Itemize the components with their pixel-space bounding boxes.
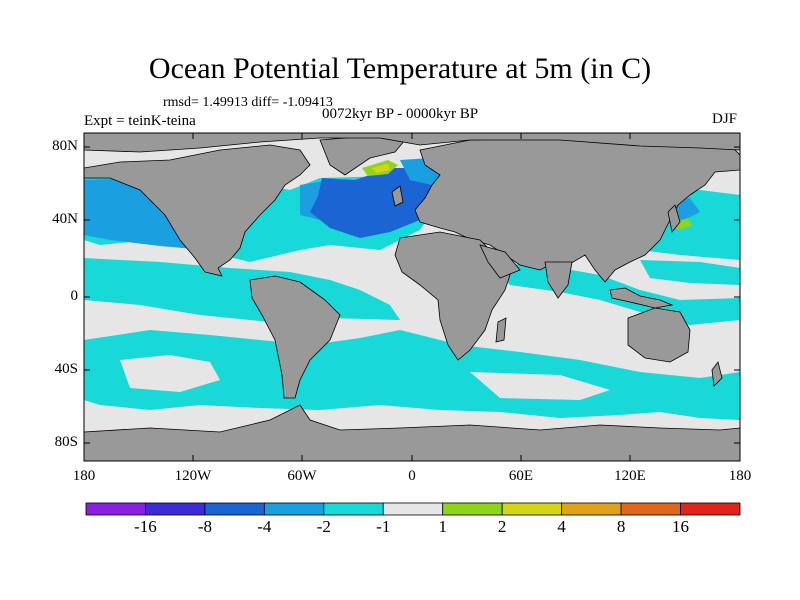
- colorbar-label: -2: [316, 517, 331, 536]
- lon-tick-120w: 120W: [174, 468, 212, 484]
- colorbar-label: 1: [438, 517, 447, 536]
- land-japan: [667, 204, 681, 233]
- lat-tick-40n: 40N: [52, 211, 78, 227]
- colorbar-label: -4: [257, 517, 272, 536]
- lat-tick-80n: 80N: [52, 138, 78, 154]
- period-label: 0072kyr BP - 0000kyr BP: [322, 106, 479, 122]
- lat-tick-80s: 80S: [54, 434, 78, 450]
- experiment-label: Expt = teinK-teina: [84, 113, 196, 129]
- colorbar-label: -16: [134, 517, 157, 536]
- land-north-america: [84, 144, 311, 277]
- land-arctic-rim: [84, 133, 740, 153]
- land-india: [544, 261, 573, 299]
- lon-tick-180w: 180: [72, 468, 96, 484]
- land-madagascar: [495, 317, 507, 343]
- ice-patch-south-pacific: [120, 355, 220, 392]
- land-arabia: [479, 244, 521, 279]
- season-label: DJF: [712, 111, 738, 127]
- colorbar-label: 4: [557, 517, 566, 536]
- lon-tick-0: 0: [408, 468, 416, 484]
- cyan-band-west-pacific-tropics: [640, 260, 740, 285]
- land-eurasia: [414, 137, 740, 283]
- lon-tick-180e: 180: [728, 468, 752, 484]
- colorbar-label: 2: [497, 517, 507, 536]
- lon-tick-60e: 60E: [508, 468, 534, 484]
- colorbar-label: -1: [376, 517, 391, 536]
- green-patch-kuroshio: [672, 218, 692, 230]
- colorbar-label: 16: [672, 517, 690, 536]
- lat-tick-40s: 40S: [54, 361, 78, 377]
- lat-tick-0: 0: [70, 288, 79, 304]
- land-south-america: [249, 275, 341, 399]
- colorbar-label: 8: [616, 517, 626, 536]
- colorbar-label: -8: [197, 517, 212, 536]
- lon-tick-120e: 120E: [614, 468, 646, 484]
- axis-ticks: [84, 133, 740, 461]
- land-new-zealand: [711, 361, 723, 387]
- yellow-patch-north-atlantic: [372, 164, 390, 173]
- plot-title: Ocean Potential Temperature at 5m (in C): [148, 52, 652, 85]
- ice-patch-south-indian: [470, 372, 610, 400]
- land-australia: [627, 307, 691, 363]
- stats-label: rmsd= 1.49913 diff= -1.09413: [163, 95, 333, 110]
- land-antarctica: [84, 404, 740, 461]
- blue-north-atlantic: [310, 168, 435, 238]
- land-indonesia: [609, 287, 674, 309]
- lon-tick-60w: 60W: [287, 468, 317, 484]
- land-uk: [391, 185, 404, 207]
